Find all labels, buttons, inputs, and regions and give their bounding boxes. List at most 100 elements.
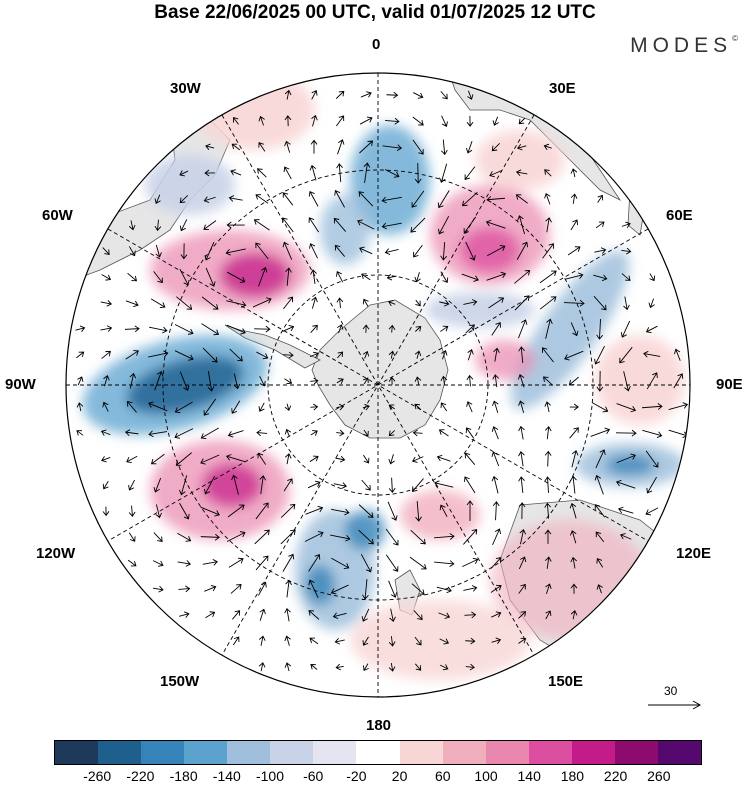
wind-arrow [387, 501, 398, 521]
wind-arrow [619, 346, 633, 364]
legend-swatch [485, 741, 529, 764]
legend-swatch [184, 741, 228, 764]
wind-arrow [641, 403, 663, 410]
wind-arrow [102, 481, 109, 490]
wind-arrow [362, 663, 369, 672]
wind-arrow [102, 506, 110, 517]
wind-arrow [282, 192, 294, 206]
wind-arrow [410, 217, 426, 233]
wind-arrow [616, 403, 637, 413]
wind-arrow [544, 192, 551, 205]
wind-arrow [412, 429, 423, 437]
wind-arrow [179, 170, 189, 177]
legend-tick-label: 260 [647, 768, 671, 784]
wind-arrow [310, 377, 319, 385]
wind-arrow [544, 556, 552, 569]
legend-tick-label: 100 [474, 768, 498, 784]
wind-arrow [467, 90, 474, 100]
wind-arrow [359, 246, 373, 255]
wind-arrow [77, 376, 84, 386]
wind-arrow [203, 398, 217, 416]
wind-arrow [154, 219, 162, 232]
wind-arrow [565, 272, 584, 280]
wind-arrow [309, 637, 319, 645]
wind-arrow [413, 244, 423, 258]
wind-arrow [414, 162, 422, 184]
wind-arrow [153, 271, 163, 284]
legend-tick-label: -100 [255, 768, 285, 784]
wind-arrow [491, 611, 502, 618]
wind-arrow [414, 636, 422, 646]
map-boundary [65, 72, 691, 698]
wind-arrow [384, 169, 400, 178]
wind-arrow [101, 350, 111, 359]
wind-arrow [309, 351, 319, 358]
wind-arrow [308, 610, 320, 620]
wind-arrow [154, 370, 164, 391]
wind-arrow [544, 169, 552, 177]
legend-tick-label: 180 [560, 768, 585, 784]
wind-arrow [153, 477, 162, 493]
wind-arrow [179, 502, 190, 520]
wind-arrow [440, 375, 448, 386]
wind-arrow [440, 402, 448, 412]
wind-arrow [487, 245, 506, 257]
wind-arrow [673, 373, 684, 389]
legend-swatch [141, 741, 185, 764]
wind-arrow [674, 348, 681, 361]
legend-swatch [313, 741, 357, 764]
wind-arrow [258, 635, 266, 646]
wind-arrow [359, 140, 374, 154]
wind-arrow [285, 267, 292, 286]
wind-arrow [148, 401, 168, 412]
wind-arrow [438, 612, 451, 619]
wind-arrow [590, 427, 611, 437]
wind-arrow [231, 400, 241, 414]
wind-arrow [441, 115, 448, 128]
wind-arrow [128, 532, 136, 542]
wind-arrow [517, 143, 527, 151]
wind-arrow [623, 296, 630, 311]
wind-arrow [207, 371, 215, 392]
wind-arrow [569, 427, 579, 439]
wind-arrow [126, 401, 137, 413]
wind-arrow [125, 300, 139, 308]
wind-arrow [360, 553, 372, 573]
wind-arrow [594, 345, 605, 365]
legend-swatch [98, 741, 142, 764]
wind-arrow [179, 475, 188, 496]
lon-label-30e: 30E [549, 80, 576, 97]
wind-arrow [486, 271, 507, 281]
wind-arrow [571, 450, 579, 468]
reference-vector-arrow [648, 700, 702, 710]
wind-arrow [284, 140, 291, 153]
lon-label-150e: 150E [548, 673, 584, 690]
wind-arrow [491, 475, 499, 494]
wind-arrow [518, 346, 525, 363]
wind-arrow [204, 584, 217, 592]
wind-arrow [462, 191, 478, 207]
wind-arrow [200, 454, 220, 465]
wind-arrow [462, 557, 479, 568]
wind-arrow [225, 248, 246, 256]
wind-arrow [414, 272, 421, 283]
wind-arrow [200, 533, 220, 541]
wind-arrow [381, 222, 402, 230]
wind-arrow [282, 553, 295, 572]
wind-arrow [259, 608, 266, 621]
wind-arrow [645, 507, 659, 516]
color-legend: -260 -220 -180 -140 -100 -60 -20 20 60 100 140 180 2… [54, 740, 702, 785]
wind-arrow [388, 324, 396, 333]
wind-arrow [544, 529, 552, 544]
wind-arrow [413, 92, 424, 99]
wind-arrow [594, 504, 606, 518]
legend-tick-label: -220 [126, 768, 155, 784]
wind-arrow [179, 195, 189, 204]
wind-arrow [76, 430, 84, 436]
wind-arrow [100, 429, 111, 436]
wind-arrow [125, 350, 139, 360]
wind-arrow [228, 557, 244, 568]
wind-arrow [645, 325, 658, 334]
brand-mark: © [732, 34, 738, 43]
